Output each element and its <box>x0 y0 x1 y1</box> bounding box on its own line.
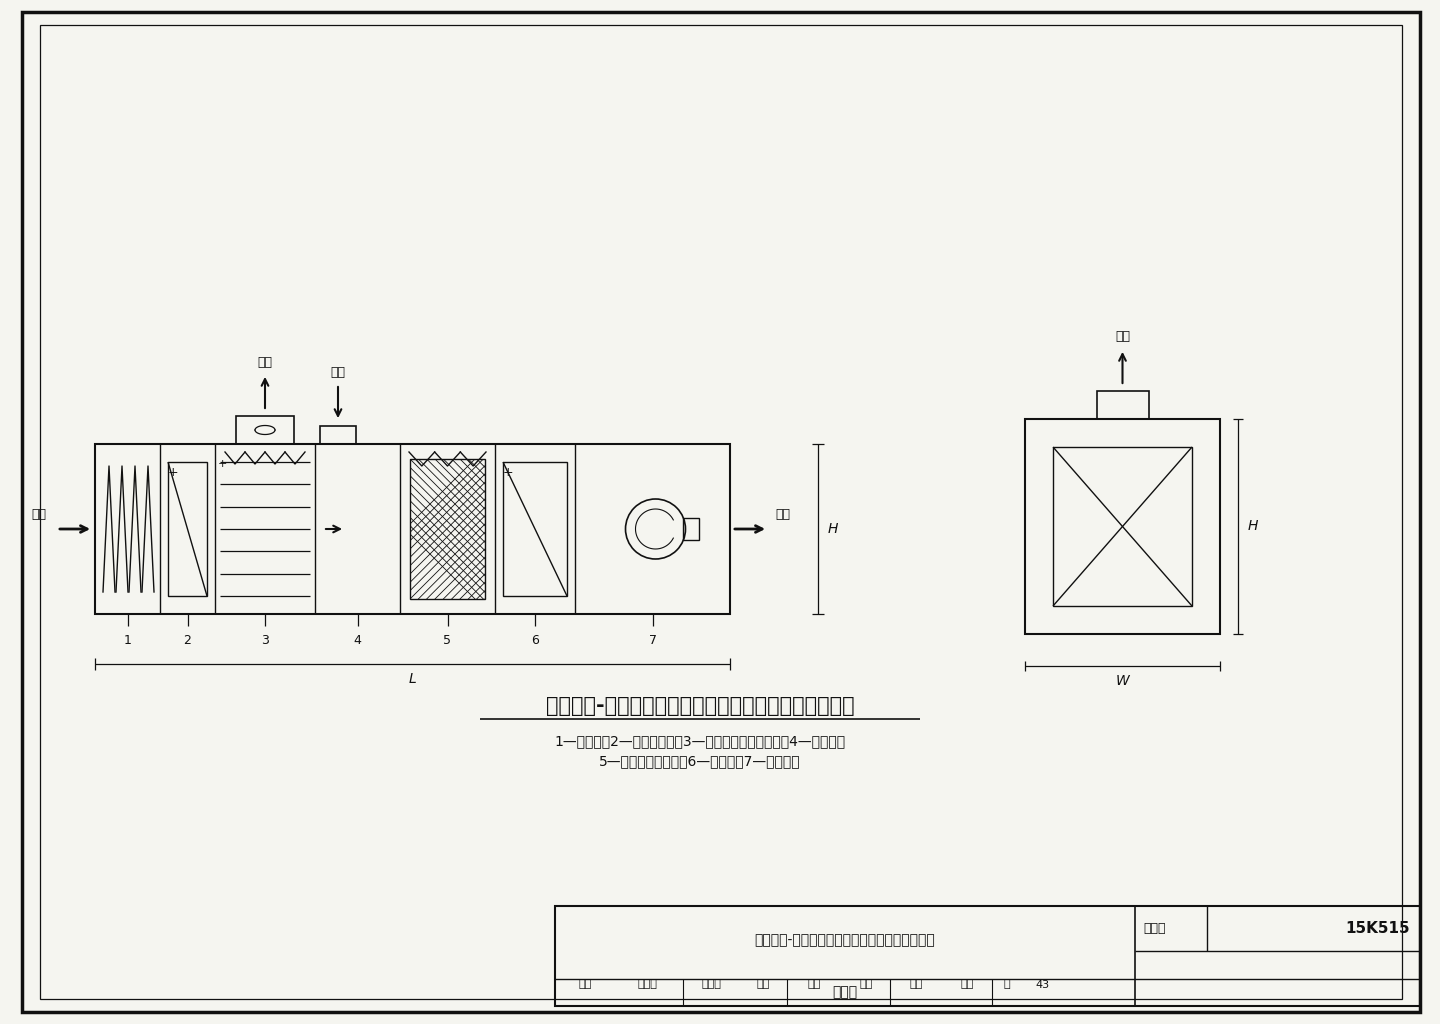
Bar <box>236 416 294 444</box>
Bar <box>1053 447 1192 606</box>
Text: 43: 43 <box>1035 980 1050 989</box>
Text: 图集号: 图集号 <box>1143 922 1165 935</box>
Text: +: + <box>503 466 513 478</box>
Text: H: H <box>1248 519 1259 534</box>
Text: 页: 页 <box>1004 980 1011 989</box>
Text: 设计: 设计 <box>860 980 873 989</box>
Text: 5—直接蒸发冷却段；6—再热段；7—送风机段: 5—直接蒸发冷却段；6—再热段；7—送风机段 <box>599 754 801 768</box>
Text: 回风: 回风 <box>331 366 346 379</box>
Bar <box>95 444 730 614</box>
Text: 3: 3 <box>261 634 269 647</box>
Text: 审核: 审核 <box>579 980 592 989</box>
Bar <box>1025 419 1220 634</box>
Text: 校对: 校对 <box>756 980 769 989</box>
Bar <box>503 462 567 596</box>
Text: 强天伟: 强天伟 <box>636 980 657 989</box>
Text: H: H <box>828 522 838 536</box>
Bar <box>1096 391 1149 419</box>
Text: 管式间接-直接蒸发冷却通风空调机组功能及外形: 管式间接-直接蒸发冷却通风空调机组功能及外形 <box>755 934 936 947</box>
Text: 7: 7 <box>648 634 657 647</box>
Bar <box>320 426 356 444</box>
Text: W: W <box>1116 674 1129 688</box>
Text: 核定体: 核定体 <box>701 980 721 989</box>
Text: 6: 6 <box>531 634 539 647</box>
Text: L: L <box>409 672 416 686</box>
Text: 示意图: 示意图 <box>832 985 858 999</box>
Text: +: + <box>167 466 179 478</box>
Text: 排风: 排风 <box>1115 331 1130 343</box>
Text: 5: 5 <box>444 634 452 647</box>
Text: 新风: 新风 <box>32 509 46 521</box>
Text: 1—过滤段；2—新风预热段；3—管式间接蒸发冷却段；4—回风段；: 1—过滤段；2—新风预热段；3—管式间接蒸发冷却段；4—回风段； <box>554 734 845 748</box>
Text: 送风: 送风 <box>776 509 791 521</box>
Bar <box>683 518 698 540</box>
Bar <box>168 462 207 596</box>
Text: 4: 4 <box>354 634 361 647</box>
Text: 管式间接-直接蒸发冷却通风空调机组功能及外形示意图: 管式间接-直接蒸发冷却通风空调机组功能及外形示意图 <box>546 696 854 716</box>
Bar <box>554 906 1420 1006</box>
Text: 1: 1 <box>124 634 131 647</box>
Text: 2: 2 <box>183 634 192 647</box>
Text: 汉超: 汉超 <box>960 980 973 989</box>
Text: +: + <box>217 459 226 469</box>
Text: 汪题: 汪题 <box>910 980 923 989</box>
Bar <box>410 459 485 599</box>
Text: 15K515: 15K515 <box>1345 921 1410 936</box>
Text: 郎佳: 郎佳 <box>808 980 821 989</box>
Text: 排风: 排风 <box>258 355 272 369</box>
